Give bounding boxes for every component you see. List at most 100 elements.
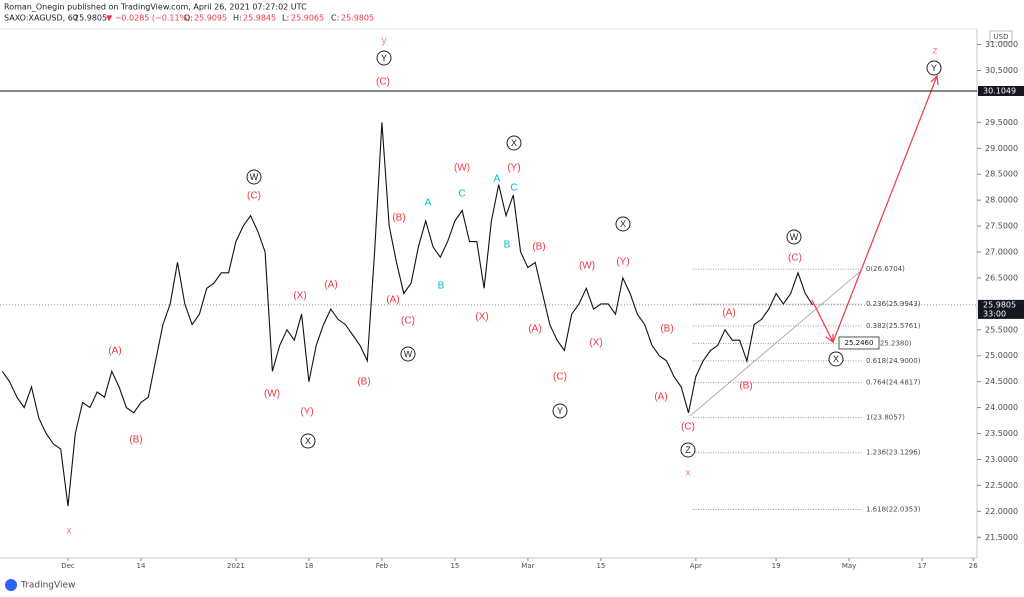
wave-label: (A)	[386, 295, 399, 306]
wave-label: (B)	[392, 213, 405, 224]
wave-label: (A)	[108, 346, 121, 357]
wave-label: (A)	[324, 280, 337, 291]
x-tick-label: 18	[304, 562, 313, 570]
wave-label: (C)	[681, 422, 695, 433]
currency: USD	[994, 33, 1009, 41]
fib-label: 0.236(25.9943)	[866, 300, 921, 308]
y-tick-label: 26.5000	[985, 273, 1018, 282]
y-tick-label: 23.5000	[985, 429, 1018, 438]
fib-label: 0.5(25.2380)	[866, 339, 912, 347]
last: 25.9805	[74, 14, 107, 23]
wave-label: y	[382, 36, 387, 47]
fib-label: 0.382(25.5761)	[866, 322, 921, 330]
ohlc-value: 25.9805	[341, 14, 374, 23]
wave-label: (B)	[660, 324, 673, 335]
circled-label: Y	[557, 406, 563, 416]
circled-label: X	[511, 138, 517, 148]
y-tick-label: 23.0000	[985, 455, 1018, 464]
y-tick-label: 27.5000	[985, 222, 1018, 231]
wave-label: (A)	[528, 324, 541, 335]
wave-label: (W)	[454, 163, 470, 174]
wave-circle	[400, 346, 416, 362]
wave-label: (A)	[654, 392, 667, 403]
price-tag-label: 30.1049	[983, 86, 1016, 95]
x-tick-label: 19	[772, 562, 781, 570]
publisher-line: Roman_Onegin published on TradingView.co…	[4, 3, 307, 12]
wave-label: (X)	[475, 312, 488, 323]
circled-label: Y	[381, 53, 387, 63]
y-tick-label: 25.5000	[985, 325, 1018, 334]
wave-circle	[376, 50, 392, 66]
x-tick-label: 14	[137, 562, 146, 570]
circled-label: X	[620, 219, 626, 229]
fib-label: 0(26.6704)	[866, 265, 905, 273]
circled-label: W	[790, 232, 799, 242]
x-tick-label: Apr	[690, 562, 702, 570]
fib-label: 0.764(24.4817)	[866, 379, 921, 387]
wave-label: (Y)	[300, 407, 313, 418]
y-tick-label: 25.0000	[985, 351, 1018, 360]
circled-label: X	[305, 436, 311, 446]
last-price-label: 25.9805	[983, 300, 1016, 309]
wave-circle	[786, 229, 802, 245]
arrow-head	[825, 334, 834, 344]
brand-logo	[5, 579, 17, 591]
wave-circle	[828, 351, 844, 367]
wave-label: (X)	[293, 291, 306, 302]
fib-label: 1.236(23.1296)	[866, 449, 921, 457]
ohlc-value: 25.9065	[291, 14, 324, 23]
ohlc-label: H:	[233, 14, 242, 23]
x-tick-label: Dec	[61, 562, 75, 570]
y-tick-label: 29.5000	[985, 118, 1018, 127]
wave-circle	[552, 403, 568, 419]
y-tick-label: 28.0000	[985, 196, 1018, 205]
wave-label: (C)	[553, 372, 567, 383]
y-tick-label: 22.0000	[985, 507, 1018, 516]
y-tick-label: 29.0000	[985, 144, 1018, 153]
wave-label: A	[425, 198, 432, 209]
y-tick-label: 30.5000	[985, 66, 1018, 75]
x-tick-label: May	[842, 562, 856, 570]
wave-label: (B)	[357, 377, 370, 388]
ohlc-label: L:	[282, 14, 289, 23]
wave-label: (C)	[376, 77, 390, 88]
x-tick-label: 2021	[227, 562, 245, 570]
circled-label: Y	[931, 63, 937, 73]
x-tick-label: 17	[918, 562, 927, 570]
countdown: 33:00	[983, 309, 1006, 318]
y-tick-label: 24.5000	[985, 377, 1018, 386]
wave-label: (W)	[264, 389, 280, 400]
wave-label: x	[67, 526, 72, 537]
fib-label: 1.618(22.0353)	[866, 505, 921, 513]
wave-circle	[615, 216, 631, 232]
wave-circle	[926, 60, 942, 76]
wave-circle	[506, 135, 522, 151]
wave-label: (X)	[589, 338, 602, 349]
y-tick-label: 28.5000	[985, 170, 1018, 179]
circled-label: Z	[685, 445, 691, 455]
wave-label: C	[458, 189, 465, 200]
wave-label: (C)	[247, 191, 261, 202]
wave-label: z	[933, 46, 938, 57]
y-tick-label: 31.0000	[985, 40, 1018, 49]
wave-label: (A)	[722, 308, 735, 319]
last-price-tag	[978, 299, 1024, 319]
y-tick-label: 21.5000	[985, 533, 1018, 542]
wave-label: (C)	[788, 253, 802, 264]
x-tick-label: 15	[596, 562, 605, 570]
ohlc-label: C:	[331, 14, 339, 23]
wave-circle	[300, 433, 316, 449]
price-tag	[978, 85, 1024, 96]
target-label: 25.2460	[845, 339, 874, 347]
circled-label: X	[833, 354, 839, 364]
circled-label: W	[250, 172, 259, 182]
wave-circle	[246, 169, 262, 185]
x-tick-label: 15	[450, 562, 459, 570]
wave-label: (B)	[532, 242, 545, 253]
x-tick-label: 26	[969, 562, 978, 570]
y-tick-label: 24.0000	[985, 403, 1018, 412]
wave-label: B	[504, 240, 511, 251]
ohlc-value: 25.9845	[243, 14, 276, 23]
y-tick-label: 27.0000	[985, 248, 1018, 257]
